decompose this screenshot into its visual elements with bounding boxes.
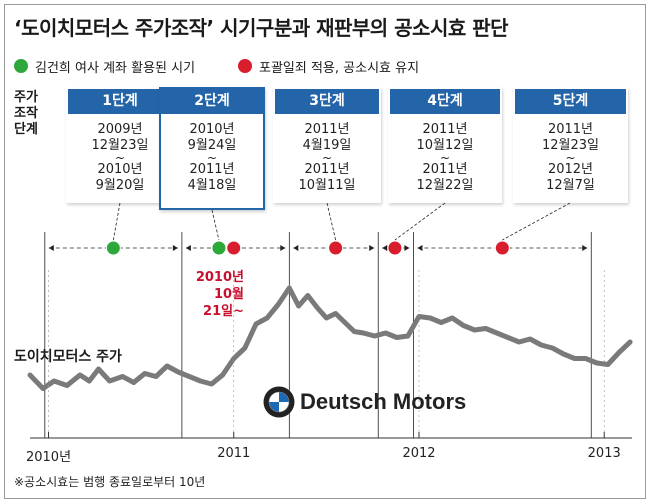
stage-end-year: 2011년 (189, 162, 235, 177)
stage-marker-dot (226, 240, 242, 256)
annotation-line: 2010년 (195, 270, 244, 285)
span-arrow-right-icon (369, 245, 375, 251)
stage-start-date: 9월24일 (187, 138, 237, 153)
span-arrow-right-icon (172, 245, 178, 251)
stage-tilde: ~ (321, 151, 333, 165)
stage-start-date: 12월23일 (91, 138, 149, 153)
footnote: ※공소시효는 범행 종료일로부터 10년 (14, 475, 206, 489)
row-label-line: 조작 (14, 106, 38, 121)
span-arrow-right-icon (582, 245, 588, 251)
stage-end-date: 12월7일 (546, 178, 595, 193)
legend-item-red: 포괄일죄 적용, 공소시효 유지 (238, 57, 420, 76)
annotation-line: 10월 (213, 287, 244, 302)
stage-pointer-line (394, 202, 446, 241)
x-tick-label: 2011 (217, 446, 251, 461)
span-arrow-left-icon (417, 245, 423, 251)
stage-box-1: 1단계 2009년 12월23일 ~ 2010년 9월20일 (66, 87, 174, 203)
stage-end-year: 2010년 (97, 162, 143, 177)
bmw-logo-icon (263, 386, 295, 418)
stage-end-date: 9월20일 (95, 178, 145, 193)
stage-marker-dot (328, 240, 344, 256)
stage-tilde: ~ (439, 151, 451, 165)
stage-marker-dot (494, 240, 510, 256)
stage-end-year: 2011년 (422, 162, 468, 177)
stage-start-date: 4월19일 (302, 138, 352, 153)
stage-pointer-line (502, 202, 571, 241)
stage-start-year: 2011년 (304, 122, 350, 137)
row-label-line: 단계 (14, 122, 38, 137)
page-title: ‘도이치모터스 주가조작’ 시기구분과 재판부의 공소시효 판단 (14, 16, 509, 40)
span-arrow-right-icon (280, 245, 286, 251)
stage-tilde: ~ (565, 151, 576, 165)
span-arrow-left-icon (293, 245, 299, 251)
price-series-line (27, 285, 633, 391)
stage-end-date: 4월18일 (187, 178, 237, 193)
x-tick-label: 2013 (587, 446, 621, 461)
row-label-line: 주가 (14, 90, 38, 105)
x-tick-label: 2012 (402, 446, 436, 461)
stage-start-date: 12월23일 (541, 138, 599, 153)
stage-tilde: ~ (206, 151, 218, 165)
series-label: 도이치모터스 주가 (14, 349, 122, 365)
annotation-line: 21일~ (203, 304, 244, 319)
stage-title: 2단계 (161, 89, 263, 114)
span-arrow-left-icon (382, 245, 388, 251)
stage-pointer-line (326, 202, 337, 241)
stage-title: 4단계 (390, 89, 500, 114)
green-dot-icon (14, 59, 28, 73)
legend-label-green: 김건희 여사 계좌 활용된 시기 (35, 60, 196, 76)
stage-marker-dot (387, 240, 403, 256)
stage-title: 1단계 (68, 89, 172, 114)
stage-end-date: 10월11일 (298, 178, 356, 193)
date-annotation: 2010년 10월 21일~ (188, 269, 244, 320)
row-label: 주가 조작 단계 (14, 90, 38, 138)
red-dot-icon (238, 59, 252, 73)
stage-box-4: 4단계 2011년 10월12일 ~ 2011년 12월22일 (388, 87, 502, 203)
stage-tilde: ~ (114, 151, 126, 165)
stage-marker-dot (105, 240, 121, 256)
stage-box-3: 3단계 2011년 4월19일 ~ 2011년 10월11일 (273, 87, 381, 203)
stage-box-5: 5단계 2011년 12월23일 ~ 2012년 12월7일 (513, 87, 628, 203)
span-arrow-left-icon (185, 245, 191, 251)
stage-title: 5단계 (515, 89, 626, 114)
stage-marker-dot (211, 240, 227, 256)
stage-box-2: 2단계 2010년 9월24일 ~ 2011년 4월18일 (159, 87, 265, 210)
legend-label-red: 포괄일죄 적용, 공소시효 유지 (259, 60, 420, 76)
legend-item-green: 김건희 여사 계좌 활용된 시기 (14, 57, 196, 76)
stage-end-year: 2011년 (304, 162, 350, 177)
x-tick-label: 2010년 (25, 450, 72, 465)
stage-end-date: 12월22일 (416, 178, 474, 193)
brand-wordmark: Deutsch Motors (300, 389, 467, 414)
stage-pointer-line (112, 202, 121, 241)
stage-pointer-line (211, 209, 220, 241)
stage-start-year: 2010년 (189, 122, 235, 137)
stage-end-year: 2012년 (547, 162, 594, 177)
stage-start-year: 2009년 (97, 122, 143, 137)
stage-title: 3단계 (275, 89, 379, 114)
stage-start-year: 2011년 (547, 122, 594, 137)
span-arrow-left-icon (48, 245, 54, 251)
stage-start-date: 10월12일 (416, 138, 474, 153)
span-arrow-right-icon (404, 245, 410, 251)
stage-start-year: 2011년 (422, 122, 468, 137)
